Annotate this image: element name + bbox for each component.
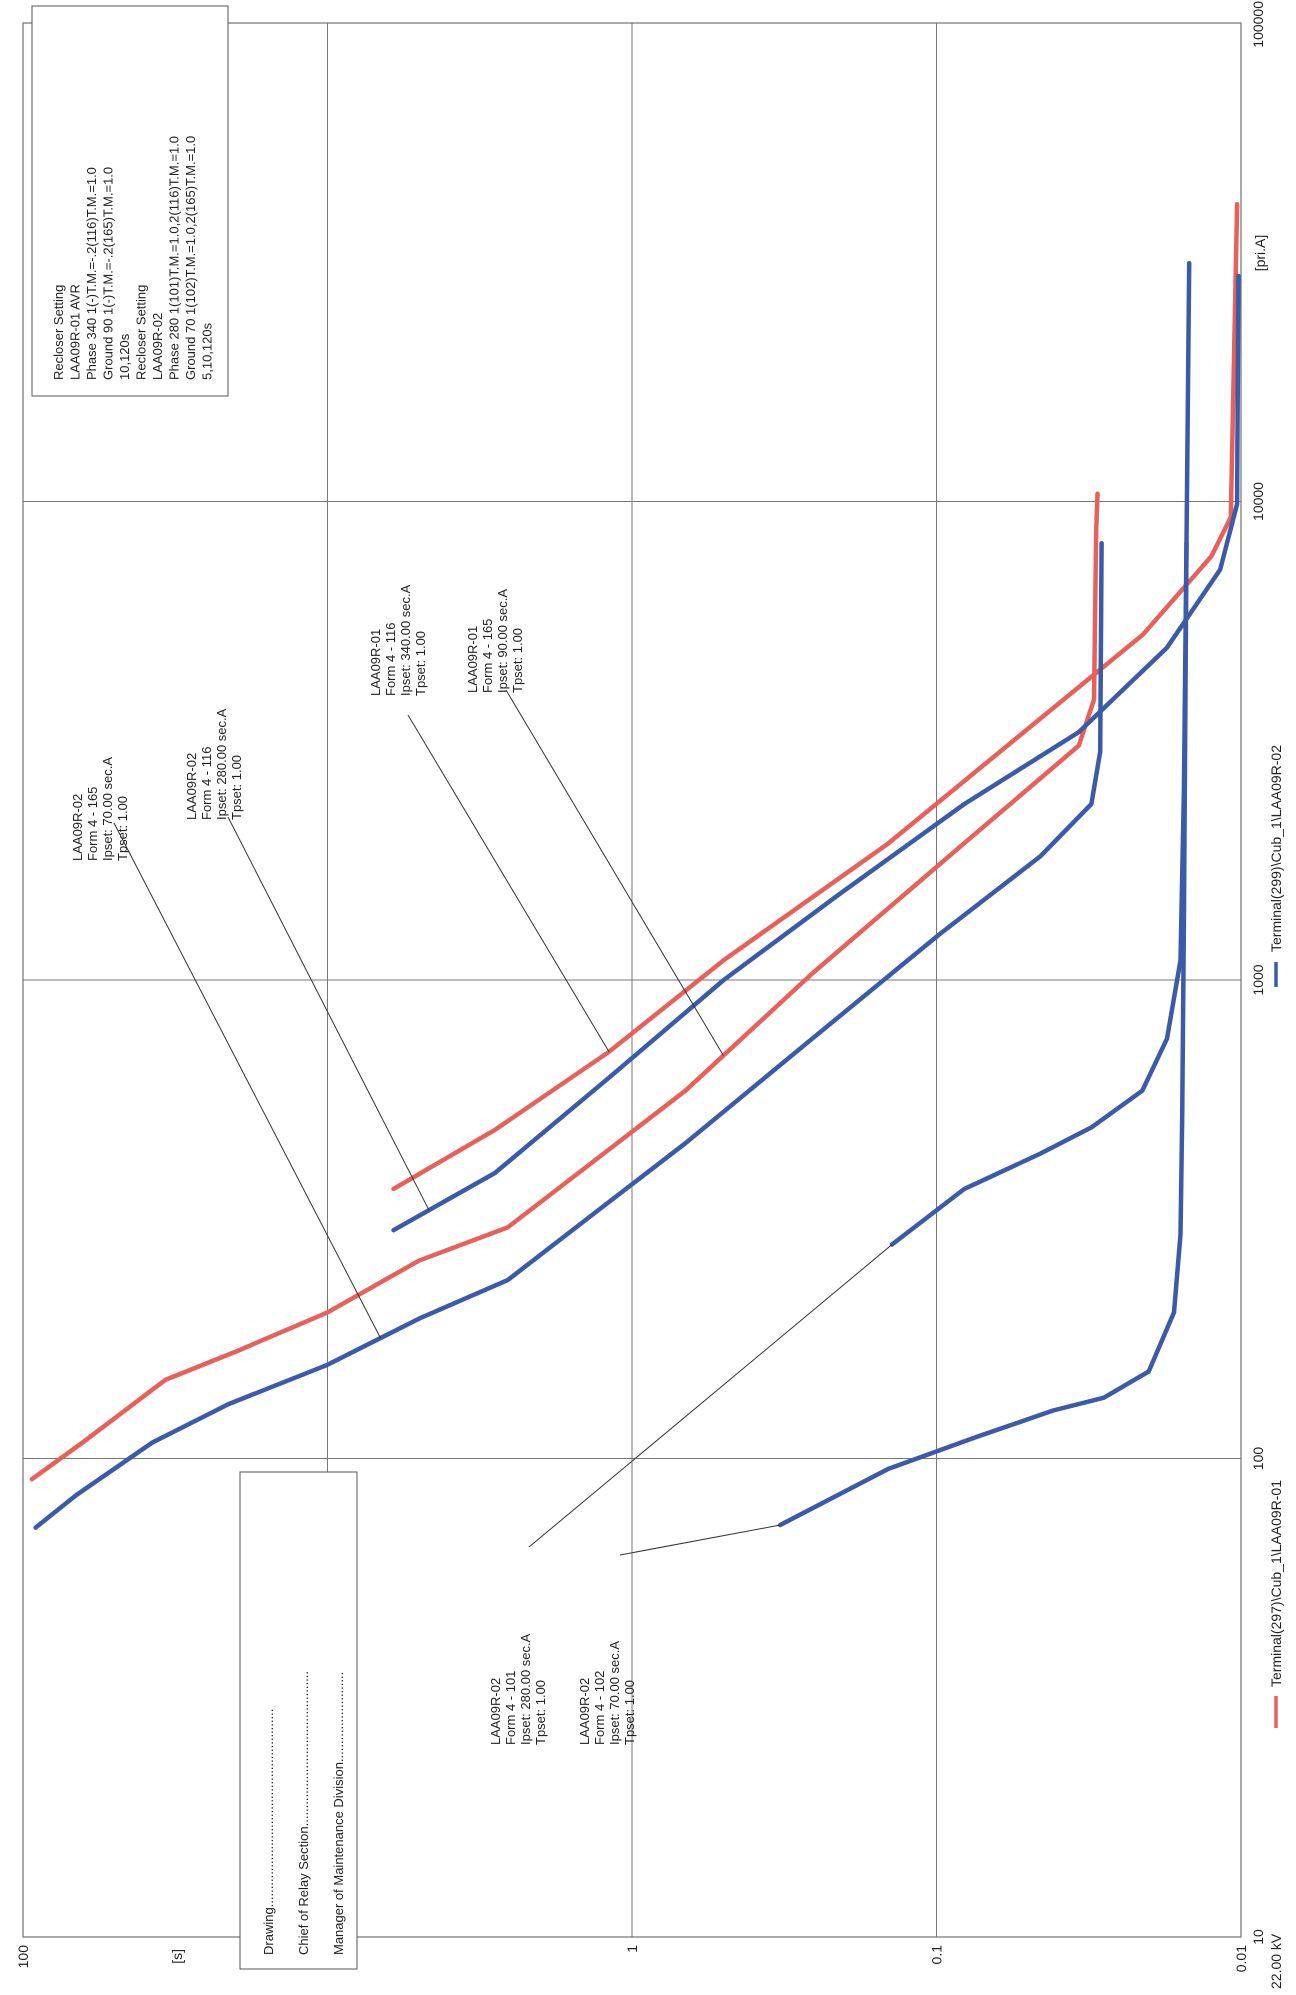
annotation-text: Ipset: 70.00 sec.A <box>607 1641 622 1745</box>
y-tick-label: 0.1 <box>929 1945 945 1965</box>
x-tick-label: 10 <box>1250 1929 1266 1945</box>
annotation-leader <box>505 689 724 1056</box>
annotation: LAA09R-02 Form 4 - 165 Ipset: 70.00 sec.A T… <box>70 757 381 1339</box>
annotation-text: LAA09R-02 <box>70 794 85 861</box>
annotation-text: Tpset: 1.00 <box>115 796 130 861</box>
signature-line: Manager of Maintenance Division.........… <box>331 1672 346 1955</box>
settings-text: 10,120s <box>117 333 132 380</box>
x-axis-label: [pri.A] <box>1252 235 1268 272</box>
y-axis-label: [s] <box>169 1949 185 1964</box>
settings-text: Phase 340 1(-)T.M.=-.2(116)T.M.=1.0 <box>84 167 99 380</box>
annotation-text: Ipset: 70.00 sec.A <box>100 757 115 861</box>
annotation-text: Ipset: 280.00 sec.A <box>214 708 229 820</box>
curve <box>391 202 1240 1192</box>
signature-line: Chief of Relay Section..................… <box>296 1671 311 1955</box>
y-tick-label: 0.01 <box>1233 1945 1249 1972</box>
x-tick-label: 100000 <box>1250 1 1266 48</box>
annotation-leader <box>227 816 430 1211</box>
annotation-text: Form 4 - 165 <box>480 619 495 693</box>
annotation-text: LAA09R-01 <box>368 629 383 696</box>
settings-text: LAA09R-01 AVR <box>68 284 83 380</box>
voltage-label: 22.00 kV <box>1268 1933 1284 1989</box>
settings-frame <box>31 5 229 397</box>
annotation-leader <box>407 714 610 1053</box>
annotation-text: Tpset: 1.00 <box>413 631 428 696</box>
annotation-leader <box>619 1524 781 1556</box>
annotation-text: LAA09R-02 <box>577 1678 592 1745</box>
annotation: LAA09R-01 Form 4 - 165 Ipset: 90.00 sec.A T… <box>465 589 724 1056</box>
y-tick-label: 1 <box>624 1945 640 1953</box>
annotation-text: Form 4 - 116 <box>383 623 398 696</box>
annotation-text: Ipset: 340.00 sec.A <box>398 584 413 696</box>
legend-label: Terminal(297)\Cub_1\LAA09R-01 <box>1268 1480 1284 1687</box>
legend-label: Terminal(299)\Cub_1\LAA09R-02 <box>1268 745 1284 952</box>
annotation-text: Tpset: 1.00 <box>533 1680 548 1745</box>
annotation-text: LAA09R-02 <box>184 753 199 820</box>
settings-text: Phase 280 1(101)T.M.=1.0,2(116)T.M.=1.0 <box>167 136 182 380</box>
annotation: LAA09R-02 Form 4 - 116 Ipset: 280.00 sec.A… <box>184 708 430 1211</box>
signature-frame <box>239 1471 358 1970</box>
signature-box: Drawing.................................… <box>239 1471 358 1970</box>
annotation-leader <box>113 822 381 1339</box>
annotation-text: Form 4 - 102 <box>592 1671 607 1745</box>
settings-text: Recloser Setting <box>51 285 66 380</box>
signature-line: Drawing.................................… <box>261 1709 276 1955</box>
rotated-plot: 101001000100001000001001010.10.01[s][pri… <box>15 1 1284 1989</box>
annotation-text: Form 4 - 116 <box>199 747 214 820</box>
annotation-text: Form 4 - 165 <box>85 787 100 861</box>
annotation-text: LAA09R-02 <box>488 1678 503 1745</box>
curve <box>391 273 1241 1233</box>
annotation-text: Ipset: 280.00 sec.A <box>518 1633 533 1745</box>
settings-text: Ground 70 1(102)T.M.=1.0,2(165)T.M.=1.0 <box>183 136 198 380</box>
annotation-text: Form 4 - 101 <box>503 1671 518 1745</box>
settings-box: Recloser Setting LAA09R-01 AVR Phase 340 1… <box>31 5 229 397</box>
annotation-text: Tpset: 1.00 <box>622 1680 637 1745</box>
settings-text: LAA09R-02 <box>150 313 165 380</box>
curve <box>29 491 1100 1482</box>
annotation: LAA09R-02 Form 4 - 102 Ipset: 70.00 sec.A T… <box>577 1524 781 1745</box>
annotation-text: LAA09R-01 <box>465 626 480 693</box>
curve <box>33 540 1104 1530</box>
x-tick-label: 100 <box>1250 1447 1266 1471</box>
annotation: LAA09R-01 Form 4 - 116 Ipset: 340.00 sec.A… <box>368 584 610 1053</box>
annotation-text: Tpset: 1.00 <box>510 628 525 693</box>
x-tick-label: 10000 <box>1250 482 1266 521</box>
annotation-text: Tpset: 1.00 <box>229 755 244 820</box>
annotation: LAA09R-02 Form 4 - 101 Ipset: 280.00 sec.A… <box>488 1244 893 1745</box>
settings-text: Recloser Setting <box>134 285 149 380</box>
annotation-text: Ipset: 90.00 sec.A <box>495 589 510 693</box>
curve <box>777 540 1189 1528</box>
settings-text: Ground 90 1(-)T.M.=-.2(165)T.M.=1.0 <box>101 167 116 380</box>
annotation-leader <box>528 1244 893 1548</box>
settings-text: 5,10,120s <box>200 322 215 380</box>
x-tick-label: 1000 <box>1250 964 1266 995</box>
y-tick-label: 100 <box>15 1945 31 1969</box>
